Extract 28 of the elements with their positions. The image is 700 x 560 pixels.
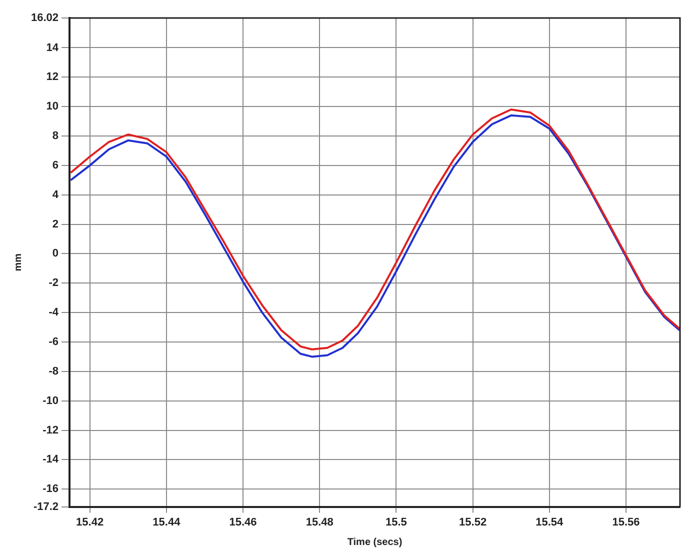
y-axis-title: mm [12,253,24,272]
y-tick-label: 0 [52,248,59,260]
x-tick-label: 15.46 [229,516,257,528]
x-axis-title: Time (secs) [347,536,402,548]
y-tick-label: 4 [52,188,60,201]
y-tick-label: -10 [42,394,59,407]
y-tick-label: -2 [48,277,59,290]
x-tick-label: 15.52 [459,516,487,528]
x-tick-label: 15.5 [386,516,407,528]
y-tick-label: 2 [52,218,59,230]
y-tick-label: -16 [42,483,59,496]
y-tick-label: -4 [48,306,60,319]
y-tick-label: -8 [48,365,59,378]
y-tick-label: -17.2 [33,500,59,513]
x-tick-label: 15.56 [612,516,640,528]
y-tick-label: 8 [52,130,59,142]
y-tick-label: 14 [46,42,60,54]
y-tick-label: -12 [42,424,59,436]
y-tick-label: -6 [48,336,59,348]
x-tick-label: 15.44 [152,516,182,528]
y-tick-label: 10 [46,100,59,113]
y-tick-label: 6 [52,159,59,172]
y-tick-label: 16.02 [30,12,59,24]
x-tick-label: 15.54 [536,516,564,528]
x-tick-label: 15.48 [306,516,334,528]
y-tick-label: -14 [42,454,60,466]
x-tick-label: 15.42 [76,516,104,528]
y-tick-label: 12 [46,71,59,84]
